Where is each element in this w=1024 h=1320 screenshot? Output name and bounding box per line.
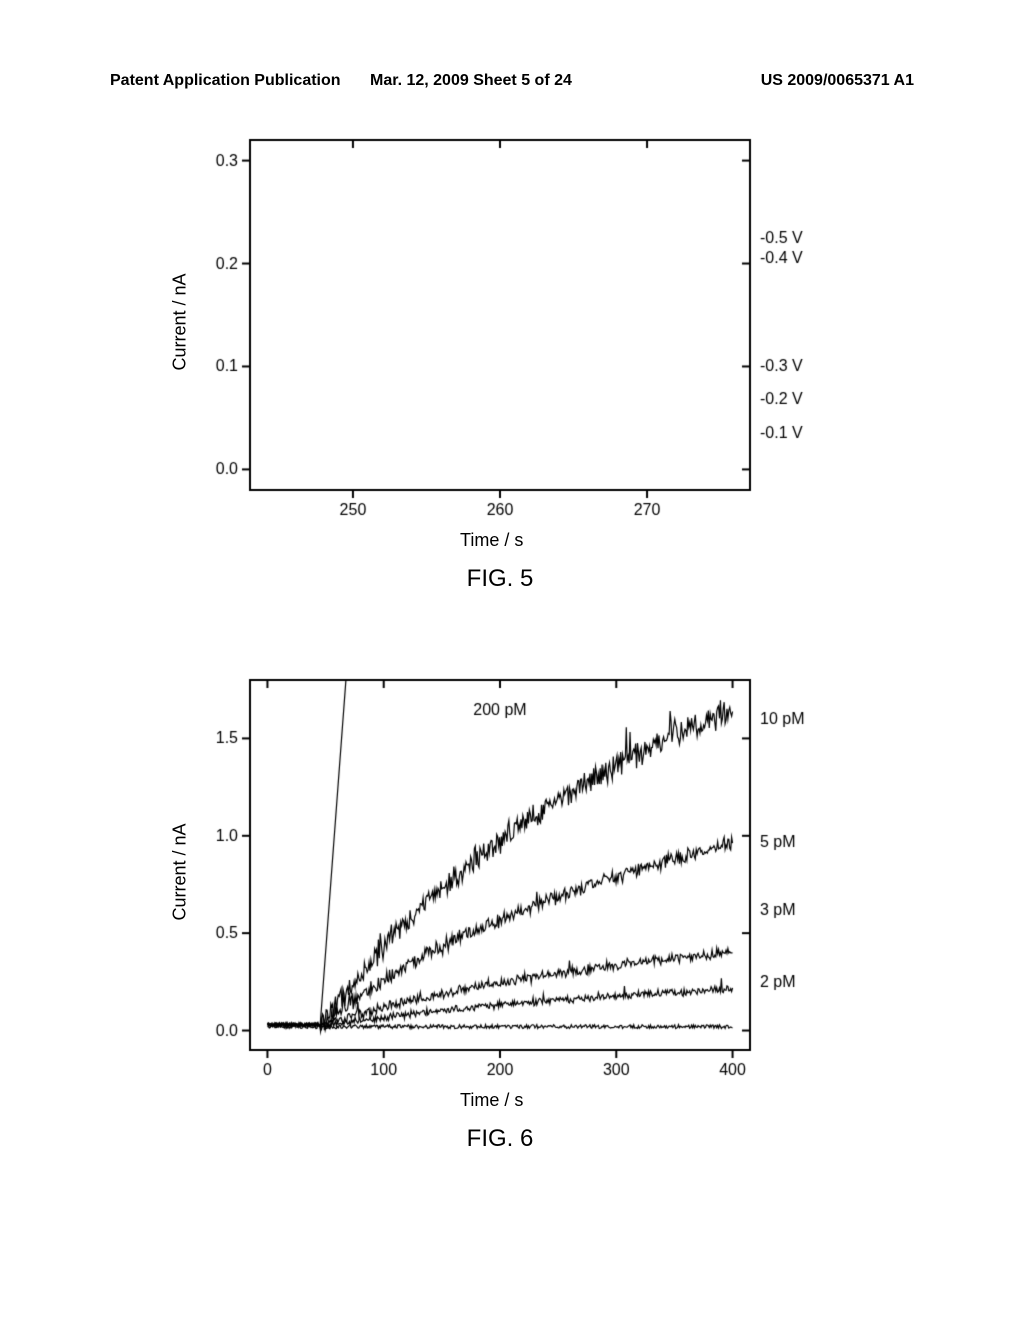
fig5-plot-canvas [180,130,820,550]
fig5-xlabel: Time / s [460,530,523,551]
fig6-plot-canvas [180,670,820,1110]
header-date-sheet: Mar. 12, 2009 Sheet 5 of 24 [370,72,572,90]
header-docnumber: US 2009/0065371 A1 [761,72,914,90]
figure-5: Current / nA Time / s FIG. 5 [180,130,820,600]
fig5-caption: FIG. 5 [467,565,534,593]
header-publication: Patent Application Publication [110,72,341,90]
page-header: Patent Application Publication Mar. 12, … [0,72,1024,90]
fig6-xlabel: Time / s [460,1090,523,1111]
page: Patent Application Publication Mar. 12, … [0,0,1024,1320]
fig6-caption: FIG. 6 [467,1125,534,1153]
figure-6: Current / nA Time / s FIG. 6 [180,670,820,1160]
